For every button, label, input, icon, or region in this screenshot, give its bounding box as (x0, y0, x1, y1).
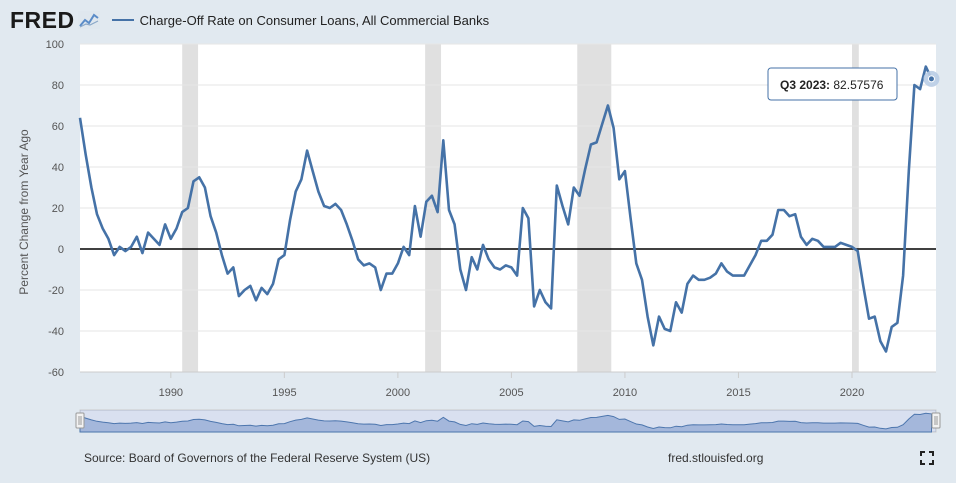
tooltip-text: Q3 2023: 82.57576 (780, 78, 884, 92)
tooltip-value: 82.57576 (830, 78, 884, 92)
chart-header: FRED Charge-Off Rate on Consumer Loans, … (10, 6, 489, 34)
y-tick-label: -40 (48, 326, 64, 338)
y-tick-label: 0 (58, 244, 64, 256)
legend-swatch (111, 19, 134, 21)
x-tick-label: 1990 (159, 387, 183, 399)
tooltip-box (767, 67, 898, 101)
legend-label: Charge-Off Rate on Consumer Loans, All C… (139, 12, 490, 28)
x-tick-label: 2000 (386, 387, 410, 399)
navigator-series (79, 412, 932, 433)
navigator-handle-right[interactable] (931, 412, 941, 429)
tooltip: Q3 2023: 82.57576 (767, 67, 898, 101)
fred-logo[interactable]: FRED (10, 6, 75, 33)
x-tick-label: 2010 (613, 387, 637, 399)
legend[interactable]: Charge-Off Rate on Consumer Loans, All C… (111, 12, 490, 28)
y-tick-label: 60 (52, 121, 64, 133)
y-tick-label: 40 (52, 162, 64, 174)
navigator-selection (80, 410, 936, 432)
y-tick-label: 80 (52, 80, 64, 92)
source-note: Source: Board of Governors of the Federa… (84, 451, 431, 465)
navigator-handle-left[interactable] (75, 412, 85, 429)
y-tick-label: -60 (48, 367, 64, 379)
series-line (78, 65, 933, 353)
y-tick-label: 20 (52, 203, 64, 215)
y-tick-label: -20 (48, 285, 64, 297)
x-tick-label: 2015 (726, 387, 750, 399)
fred-logo-graph-icon (77, 11, 100, 29)
x-tick-label: 1995 (272, 387, 296, 399)
fullscreen-icon[interactable] (920, 451, 934, 465)
x-tick-label: 2020 (840, 387, 864, 399)
hover-point (927, 75, 935, 83)
site-url[interactable]: fred.stlouisfed.org (668, 451, 764, 465)
tooltip-label: Q3 2023: (780, 78, 830, 92)
y-tick-label: 100 (46, 39, 64, 51)
x-tick-label: 2005 (499, 387, 523, 399)
